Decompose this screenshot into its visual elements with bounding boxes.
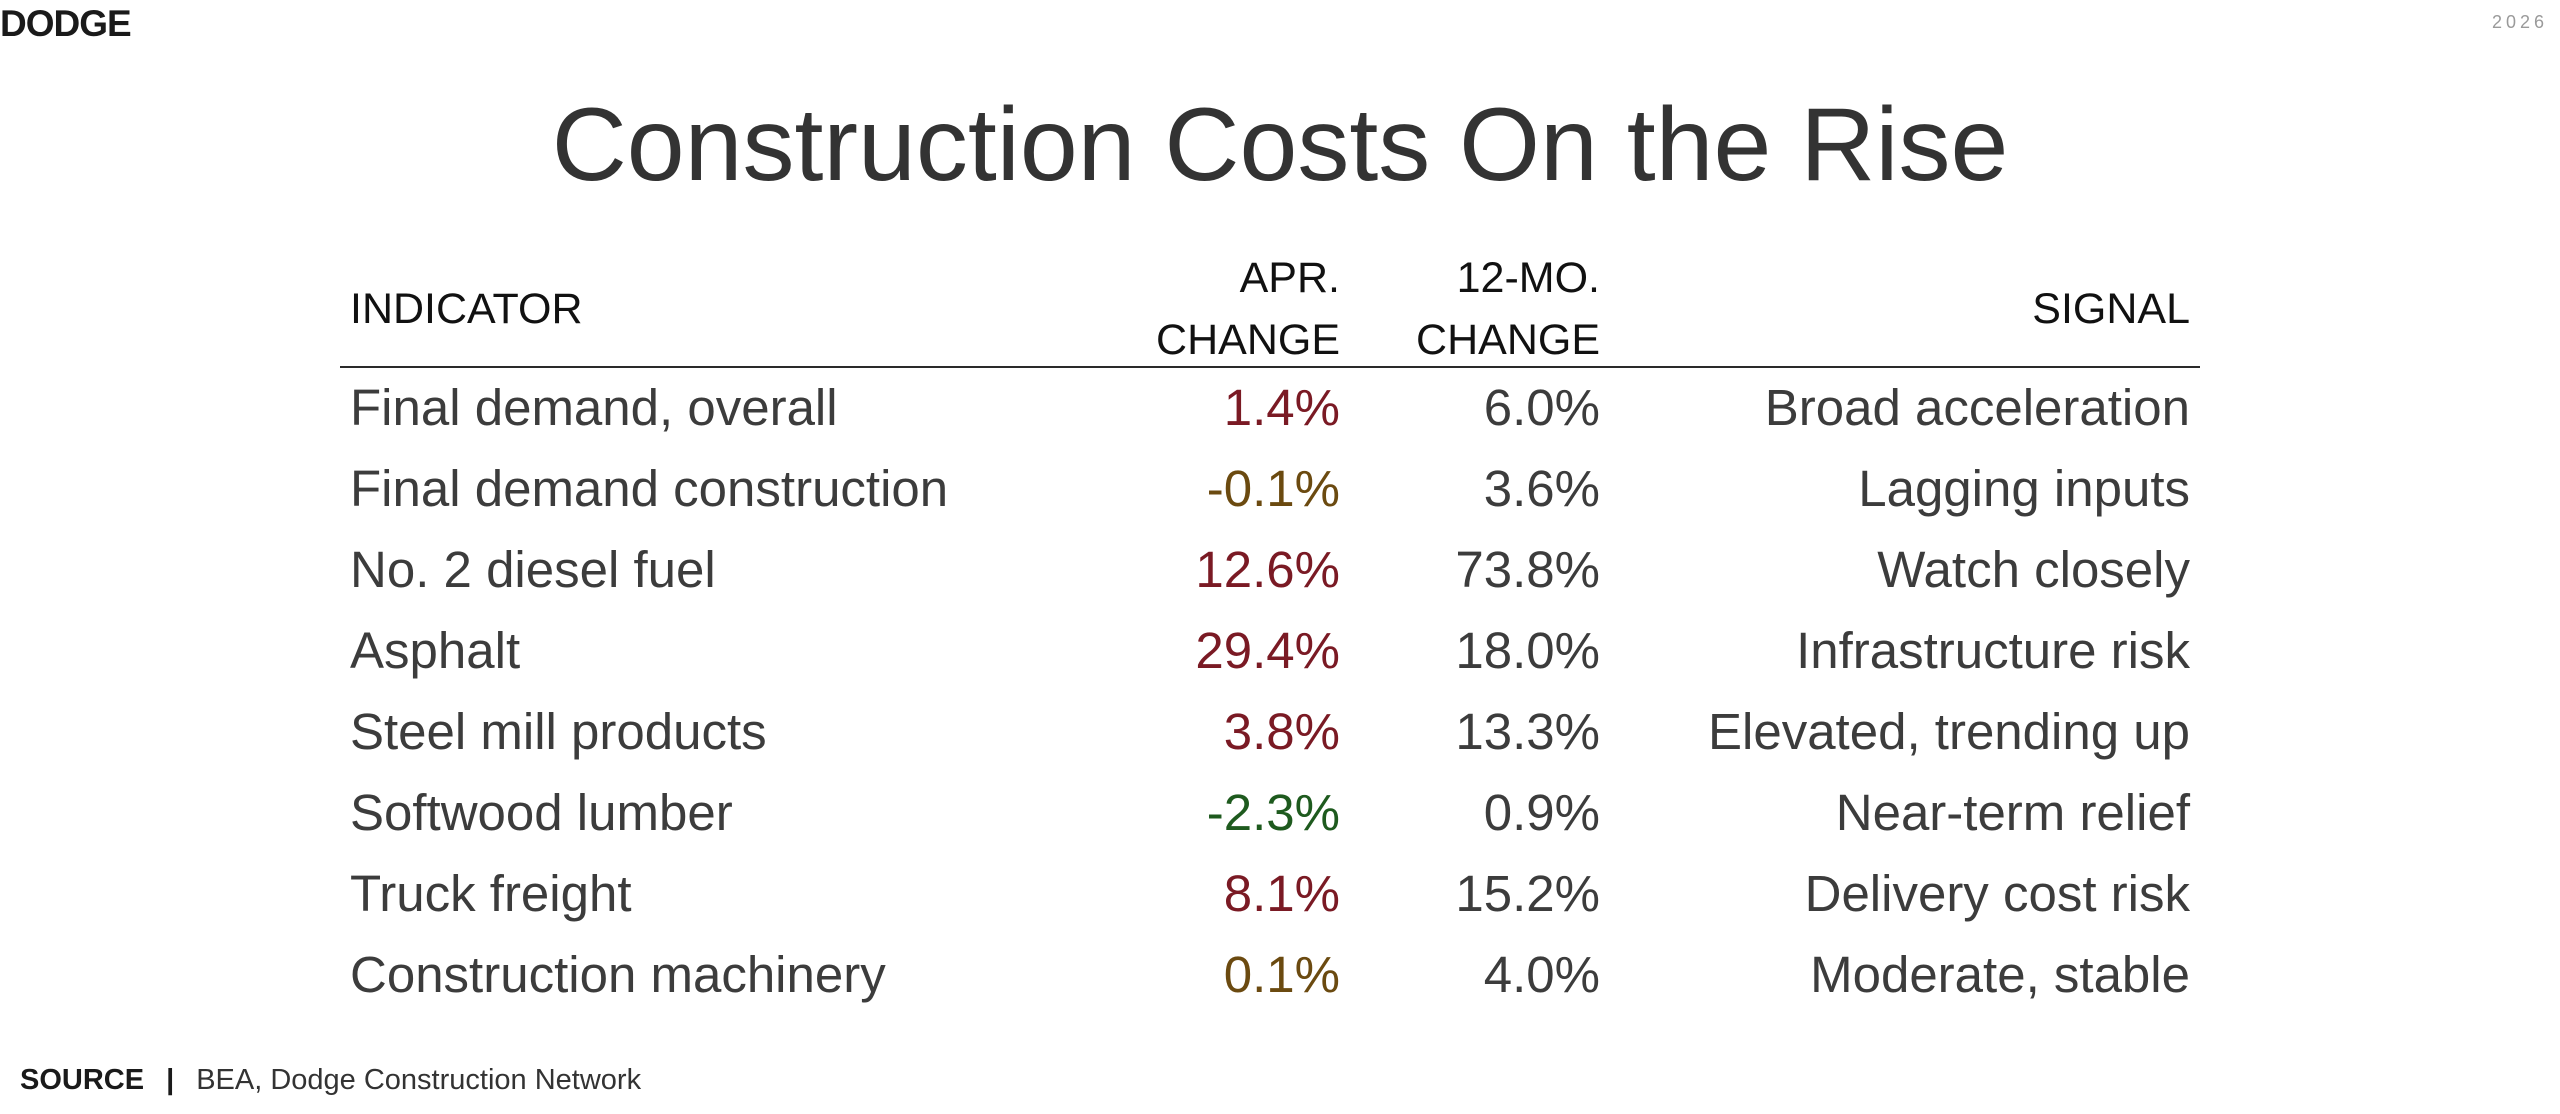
indicator-cell: Final demand construction (350, 460, 949, 517)
table-row: Softwood lumber -2.3% 0.9% Near-term relief (340, 773, 2200, 854)
12mo-change-cell: 0.9% (1483, 784, 1600, 841)
source-separator: | (166, 1064, 175, 1096)
signal-cell: Delivery cost risk (1804, 865, 2190, 922)
table-row: Truck freight 8.1% 15.2% Delivery cost risk (340, 854, 2200, 935)
signal-cell: Lagging inputs (1858, 460, 2190, 517)
column-header-12mo-change: 12-MO. CHANGE (1300, 247, 1600, 371)
table-row: Final demand construction -0.1% 3.6% Laggin… (340, 449, 2200, 530)
column-header-12mo-line2: CHANGE (1416, 316, 1600, 364)
column-header-apr-line1: APR. (1239, 254, 1340, 302)
source-label: SOURCE (20, 1064, 145, 1096)
signal-cell: Moderate, stable (1810, 946, 2190, 1003)
apr-change-cell: 1.4% (1223, 379, 1340, 436)
signal-cell: Elevated, trending up (1707, 703, 2190, 760)
column-header-apr-change: APR. CHANGE (1040, 247, 1340, 371)
apr-change-cell: -0.1% (1206, 460, 1340, 517)
12mo-change-cell: 15.2% (1455, 865, 1600, 922)
apr-change-cell: 0.1% (1223, 946, 1340, 1003)
indicator-cell: Truck freight (350, 865, 632, 922)
column-header-indicator: INDICATOR (350, 285, 583, 333)
signal-cell: Infrastructure risk (1796, 622, 2190, 679)
table-row: Steel mill products 3.8% 13.3% Elevated, tr… (340, 692, 2200, 773)
column-header-12mo-line1: 12-MO. (1456, 254, 1600, 302)
table-row: Construction machinery 0.1% 4.0% Moderate, … (340, 935, 2200, 1016)
indicator-cell: Softwood lumber (350, 784, 733, 841)
source-text: BEA, Dodge Construction Network (196, 1064, 642, 1096)
indicator-cell: Asphalt (350, 622, 521, 679)
12mo-change-cell: 3.6% (1483, 460, 1600, 517)
indicator-cell: Steel mill products (350, 703, 767, 760)
table-body: Final demand, overall 1.4% 6.0% Broad accel… (340, 368, 2200, 1016)
apr-change-cell: 3.8% (1223, 703, 1340, 760)
column-header-signal: SIGNAL (2032, 285, 2190, 333)
signal-cell: Near-term relief (1835, 784, 2190, 841)
apr-change-cell: 12.6% (1195, 541, 1340, 598)
indicator-cell: No. 2 diesel fuel (350, 541, 716, 598)
12mo-change-cell: 73.8% (1455, 541, 1600, 598)
12mo-change-cell: 13.3% (1455, 703, 1600, 760)
12mo-change-cell: 6.0% (1483, 379, 1600, 436)
apr-change-cell: 29.4% (1195, 622, 1340, 679)
dodge-logo: DODGE (0, 3, 132, 44)
table-row: Asphalt 29.4% 18.0% Infrastructure risk (340, 611, 2200, 692)
table-header: INDICATOR APR. CHANGE 12-MO. CHANGE SIGN… (340, 250, 2200, 368)
signal-cell: Broad acceleration (1764, 379, 2190, 436)
indicator-cell: Construction machinery (350, 946, 886, 1003)
year-label: 2026 (2491, 12, 2548, 32)
apr-change-cell: 8.1% (1223, 865, 1340, 922)
12mo-change-cell: 4.0% (1483, 946, 1600, 1003)
indicator-cell: Final demand, overall (350, 379, 838, 436)
indicator-table: INDICATOR APR. CHANGE 12-MO. CHANGE SIGN… (340, 250, 2200, 1016)
table-row: No. 2 diesel fuel 12.6% 73.8% Watch closely (340, 530, 2200, 611)
apr-change-cell: -2.3% (1206, 784, 1340, 841)
source-note: SOURCE | BEA, Dodge Construction Network (20, 1062, 641, 1098)
column-header-apr-line2: CHANGE (1156, 316, 1340, 364)
12mo-change-cell: 18.0% (1455, 622, 1600, 679)
table-row: Final demand, overall 1.4% 6.0% Broad accel… (340, 368, 2200, 449)
signal-cell: Watch closely (1877, 541, 2190, 598)
page-title: Construction Costs On the Rise (551, 87, 2009, 203)
